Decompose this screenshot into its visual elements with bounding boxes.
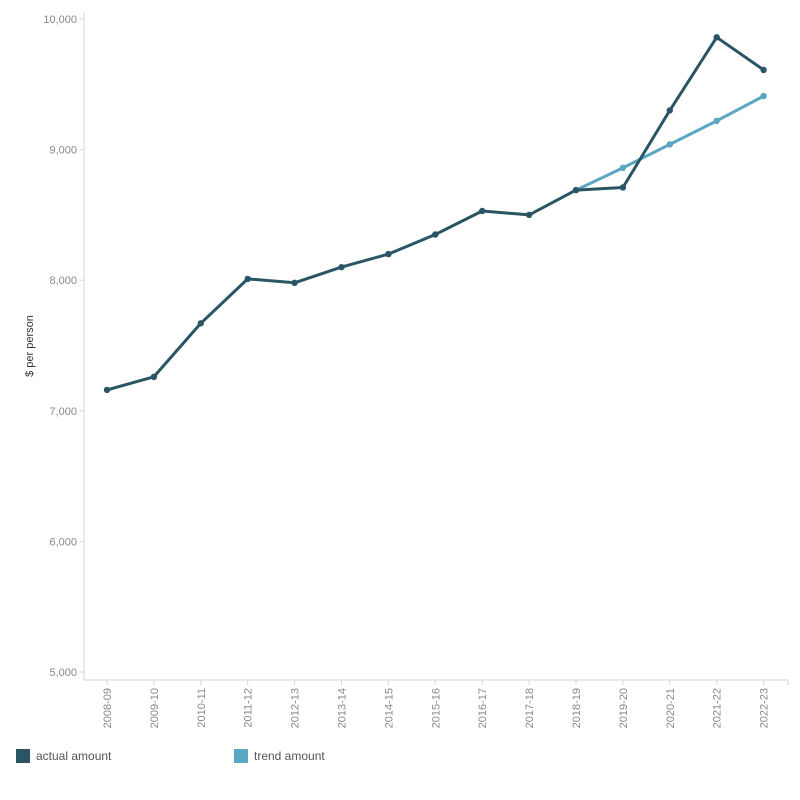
x-tick-label: 2012-13 (290, 688, 302, 728)
x-tick-label: 2011-12 (243, 688, 255, 728)
legend-label-trend: trend amount (254, 749, 325, 763)
series-layer (103, 34, 767, 394)
x-tick-label: 2020-21 (665, 688, 677, 728)
legend-item-actual[interactable]: actual amount (16, 749, 111, 763)
y-tick-label: 9,000 (49, 145, 77, 157)
data-point-trend-amount (713, 117, 720, 125)
x-tick-label: 2021-22 (712, 688, 724, 728)
x-tick-label: 2010-11 (196, 688, 208, 728)
data-point-trend-amount (666, 141, 673, 148)
data-point-actual-amount (760, 66, 767, 74)
data-point-actual-amount (103, 386, 111, 394)
data-point-actual-amount (572, 186, 580, 194)
x-tick-label: 2015-16 (430, 688, 442, 728)
legend-swatch-trend (234, 749, 248, 763)
y-axis-label: $ per person (24, 315, 36, 377)
x-tick-label: 2019-20 (618, 688, 630, 728)
data-point-actual-amount (385, 250, 392, 258)
data-point-actual-amount (525, 211, 533, 219)
data-point-actual-amount (713, 34, 720, 41)
x-tick-label: 2009-10 (149, 688, 161, 728)
legend-label-actual: actual amount (36, 749, 112, 763)
y-tick-label: 8,000 (49, 275, 77, 287)
data-point-trend-amount (760, 92, 767, 100)
data-point-actual-amount (197, 320, 204, 327)
data-point-actual-amount (338, 263, 345, 271)
x-tick-label: 2018-19 (571, 688, 583, 728)
data-point-actual-amount (479, 207, 486, 215)
axes (83, 12, 788, 681)
y-tick-label: 7,000 (49, 406, 77, 418)
y-tick-label: 5,000 (49, 667, 77, 679)
y-tick-label: 10,000 (43, 14, 77, 26)
x-tick-label: 2016-17 (477, 688, 489, 728)
data-point-actual-amount (619, 184, 627, 191)
series-line-actual-amount (105, 35, 766, 392)
data-point-actual-amount (432, 231, 439, 238)
y-axis-ticks: 5,000 6,000 7,000 8,000 9,000 10,000 (43, 14, 84, 679)
data-point-actual-amount (244, 275, 251, 283)
y-tick-label: 6,000 (49, 536, 77, 548)
data-point-actual-amount (666, 107, 673, 114)
data-point-actual-amount (291, 279, 298, 287)
x-tick-label: 2017-18 (524, 688, 536, 728)
x-tick-label: 2013-14 (337, 688, 349, 728)
legend-item-trend[interactable]: trend amount (234, 749, 325, 763)
x-tick-label: 2008-09 (102, 688, 114, 728)
legend-swatch-actual (16, 749, 30, 763)
data-point-trend-amount (619, 164, 627, 172)
x-axis-ticks: 2008-09 2009-10 2010-11 2011-12 2012-13 2013-… (102, 680, 789, 728)
x-tick-label: 2014-15 (383, 688, 395, 728)
data-point-actual-amount (150, 373, 158, 381)
x-tick-label: 2022-23 (759, 688, 771, 728)
